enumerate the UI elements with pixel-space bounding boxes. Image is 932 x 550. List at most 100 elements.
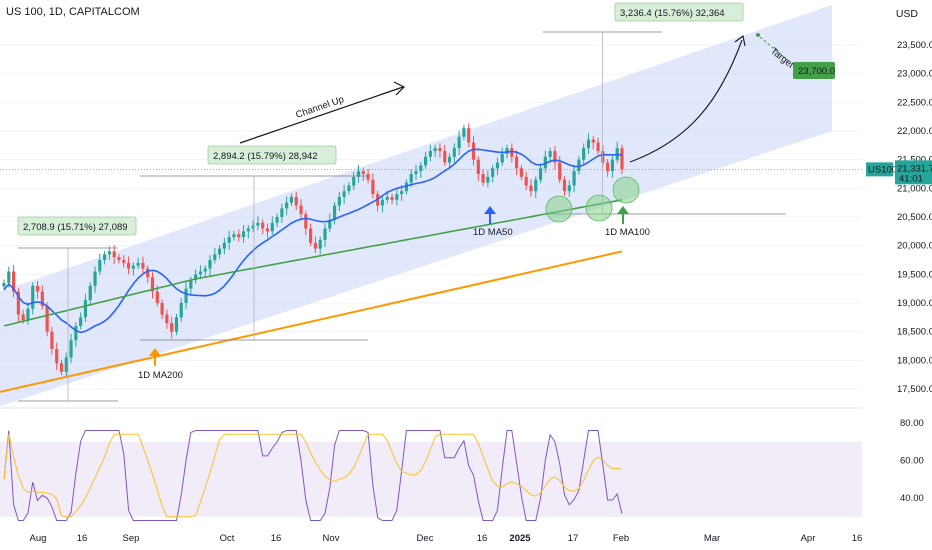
candle-body <box>40 291 44 306</box>
channel-up-label: Channel Up <box>294 94 345 121</box>
candle-body <box>543 156 547 169</box>
candle-body <box>64 357 68 372</box>
candle-body <box>35 285 40 292</box>
target-price-box <box>793 62 835 79</box>
y-tick-label: 20,500.0 <box>897 212 932 223</box>
x-tick-label: Dec <box>417 533 434 544</box>
currency-label: USD <box>895 8 918 20</box>
candle-body <box>347 185 351 192</box>
candle-body <box>93 271 97 286</box>
candle-body <box>184 288 188 303</box>
channel-up-band <box>0 4 832 407</box>
candle-body <box>289 196 294 203</box>
candles <box>2 123 624 377</box>
candle-body <box>179 303 183 318</box>
candle-body <box>309 228 313 243</box>
y-tick-label: 23,500.0 <box>897 40 932 51</box>
x-tick-label: Feb <box>613 533 629 544</box>
last-price-box <box>895 160 932 185</box>
ma100-touch-circle <box>612 176 640 204</box>
candle-body <box>562 179 567 192</box>
x-tick-label: 16 <box>271 533 282 544</box>
candle-body <box>586 139 591 149</box>
candle-body <box>50 331 54 349</box>
candle-body <box>433 148 437 152</box>
candle-body <box>165 314 169 324</box>
candle-body <box>538 168 543 180</box>
candle-body <box>69 340 73 358</box>
candle-body <box>136 262 140 266</box>
candle-body <box>352 176 356 186</box>
candle-body <box>467 128 471 143</box>
last-price-symbol: US100 <box>868 164 897 175</box>
candle-body <box>170 323 174 332</box>
rsi-tick-label: 80.00 <box>900 418 924 429</box>
candle-body <box>577 159 581 172</box>
candle-body <box>500 153 504 163</box>
x-tick-label: 16 <box>77 533 88 544</box>
candle-body <box>380 199 385 206</box>
candle-body <box>265 228 270 232</box>
candle-body <box>505 148 509 154</box>
projection-curve <box>629 39 743 163</box>
ma200-arrow <box>149 348 161 366</box>
candle-body <box>103 254 107 260</box>
x-tick-label: Sep <box>123 533 140 544</box>
rsi-ma-line <box>3 433 623 518</box>
candle-body <box>117 257 121 260</box>
candle-body <box>270 222 274 232</box>
rsi-band <box>0 441 862 517</box>
x-tick-label: Nov <box>323 533 340 544</box>
candle-body <box>606 162 610 172</box>
candle-body <box>510 148 514 157</box>
last-price-symbol-box <box>866 162 893 177</box>
candle-body <box>404 182 409 192</box>
candle-body <box>620 148 624 170</box>
candle-body <box>2 282 6 287</box>
candle-body <box>174 317 179 332</box>
candle-body <box>582 148 586 160</box>
candle-body <box>323 228 327 240</box>
ma200-label: 1D MA200 <box>138 370 183 381</box>
y-tick-label: 19,500.0 <box>897 269 932 280</box>
candle-body <box>261 222 265 229</box>
candle-body <box>495 162 500 169</box>
candle-body <box>491 168 495 177</box>
candle-body <box>246 228 250 232</box>
candle-body <box>419 165 423 172</box>
candle-body <box>21 314 25 321</box>
rsi-tick-label: 40.00 <box>900 493 924 504</box>
candle-body <box>241 231 246 238</box>
ma100-touch-circle <box>585 194 613 222</box>
y-tick-label: 19,000.0 <box>897 298 932 309</box>
candle-body <box>596 142 600 152</box>
last-price-countdown: 41:01 <box>899 173 923 184</box>
candle-body <box>409 174 413 183</box>
candle-body <box>304 214 308 229</box>
candle-body <box>328 219 332 229</box>
candle-body <box>476 159 480 174</box>
candle-body <box>395 194 399 200</box>
candle-body <box>457 136 461 149</box>
candle-body <box>11 271 16 292</box>
candle-body <box>59 363 64 372</box>
candle-body <box>232 234 236 238</box>
candle-body <box>150 277 155 292</box>
candle-body <box>194 274 198 281</box>
candle-body <box>26 308 30 321</box>
candle-body <box>189 280 193 289</box>
channel-up-arrowhead <box>393 81 406 96</box>
candle-body <box>160 303 164 315</box>
candle-body <box>481 174 485 183</box>
candle-body <box>131 265 135 269</box>
x-tick-label: Oct <box>220 533 235 544</box>
candle-body <box>591 139 595 143</box>
candle-body <box>447 156 452 163</box>
candle-body <box>275 217 279 223</box>
x-tick-label: 16 <box>852 533 863 544</box>
candle-body <box>423 156 428 166</box>
candle-body <box>227 237 231 243</box>
candle-body <box>390 196 394 200</box>
